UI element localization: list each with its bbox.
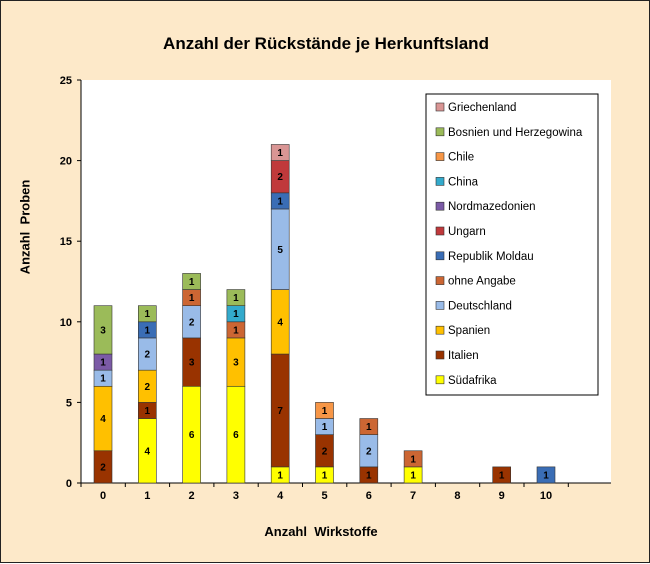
legend-swatch <box>435 127 445 137</box>
bar-segment-label: 1 <box>189 277 195 288</box>
bar-segment <box>182 273 201 290</box>
bar-segment-label: 2 <box>189 317 195 328</box>
x-tick-label: 1 <box>144 490 150 502</box>
bar-segment-label: 1 <box>277 148 283 159</box>
bar-segment-label: 3 <box>233 358 239 369</box>
bar-segment <box>492 466 512 484</box>
bar-segment-label: 1 <box>543 470 549 481</box>
bar-segment-label: 6 <box>233 430 239 441</box>
bar-segment-label: 1 <box>410 470 416 481</box>
legend-swatch <box>435 251 445 261</box>
bar-segment-label: 1 <box>233 293 239 304</box>
bar-segment-label: 1 <box>322 470 328 481</box>
x-tick-label: 0 <box>100 490 106 502</box>
x-tick-label: 7 <box>410 490 416 502</box>
legend-box <box>425 93 599 396</box>
bar-segment-label: 4 <box>100 414 106 425</box>
bar-segment-label: 1 <box>410 454 416 465</box>
legend-swatch <box>435 276 445 285</box>
legend-label: China <box>448 176 479 188</box>
x-tick-label: 4 <box>277 490 284 502</box>
legend-swatch <box>435 325 445 335</box>
bar-segment <box>359 418 379 435</box>
bar-segment-label: 2 <box>277 172 283 183</box>
legend-label: ohne Angabe <box>448 276 516 288</box>
x-tick-label: 3 <box>233 490 239 502</box>
legend-swatch <box>435 375 445 385</box>
bar-segment <box>270 144 290 161</box>
bar-segment-label: 1 <box>499 470 505 481</box>
bar-segment <box>226 289 246 306</box>
x-tick-label: 10 <box>540 490 552 502</box>
bar-segment-label: 4 <box>145 446 151 457</box>
bar-segment-label: 1 <box>100 358 106 369</box>
bar-segment-label: 1 <box>233 309 239 320</box>
bar-segment <box>536 466 556 484</box>
chart-title: Anzahl der Rückstände je Herkunftsland <box>163 34 489 53</box>
legend-swatch <box>435 226 445 236</box>
legend-label: Ungarn <box>448 226 486 238</box>
legend-label: Italien <box>448 350 479 362</box>
bar-segment-label: 1 <box>233 325 239 336</box>
y-tick-label: 20 <box>60 156 72 168</box>
y-tick-label: 5 <box>66 397 72 409</box>
x-tick-label: 9 <box>499 490 505 502</box>
bar-segment-label: 1 <box>277 470 283 481</box>
bar-segment-label: 5 <box>277 245 283 256</box>
bar-segment-label: 1 <box>366 422 372 433</box>
x-axis-label: Anzahl Wirkstoffe <box>264 524 378 539</box>
bar-segment-label: 1 <box>145 309 151 320</box>
bar-segment-label: 2 <box>145 382 151 393</box>
bar-segment-label: 1 <box>189 293 195 304</box>
y-tick-label: 15 <box>60 236 72 248</box>
y-tick-label: 10 <box>60 317 72 329</box>
bar-segment-label: 1 <box>145 325 151 336</box>
legend-label: Nordmazedonien <box>448 201 536 213</box>
y-tick-label: 25 <box>60 75 72 87</box>
bar-segment-label: 2 <box>322 446 328 457</box>
bar-segment-label: 2 <box>145 350 151 361</box>
x-tick-label: 5 <box>321 490 327 502</box>
legend-label: Republik Moldau <box>448 251 534 263</box>
legend-label: Griechenland <box>448 102 516 114</box>
legend-label: Bosnien und Herzegowina <box>448 127 583 139</box>
bar-segment-label: 1 <box>366 470 372 481</box>
bar-segment-label: 7 <box>277 406 283 417</box>
y-tick-label: 0 <box>66 478 72 490</box>
legend-swatch <box>435 102 445 112</box>
bar-segment-label: 1 <box>322 406 328 417</box>
bar-segment-label: 1 <box>145 406 151 417</box>
legend-swatch <box>435 177 445 186</box>
bar-segment <box>403 450 423 468</box>
legend-label: Chile <box>448 152 474 164</box>
bar-segment-label: 1 <box>100 374 106 385</box>
bar-segment-label: 4 <box>277 317 283 328</box>
x-tick-label: 2 <box>189 490 195 502</box>
legend-swatch <box>435 350 445 360</box>
bar-segment-label: 6 <box>189 430 195 441</box>
bar-segment-label: 2 <box>366 446 372 457</box>
x-tick-label: 8 <box>454 490 460 502</box>
bar-segment <box>138 305 157 323</box>
bar-segment-label: 1 <box>322 422 328 433</box>
bar-segment-label: 3 <box>189 358 195 369</box>
legend-label: Südafrika <box>448 375 497 387</box>
legend-swatch <box>435 301 445 310</box>
bar-segment-label: 2 <box>100 462 106 473</box>
legend-swatch <box>435 152 445 161</box>
bar-segment <box>93 305 113 355</box>
bar-segment-label: 1 <box>277 196 283 207</box>
bar-segment <box>315 402 334 419</box>
legend-label: Spanien <box>448 325 490 337</box>
bar-segment-label: 3 <box>100 325 106 336</box>
x-tick-label: 6 <box>366 490 372 502</box>
legend-label: Deutschland <box>448 300 512 312</box>
legend-swatch <box>435 201 445 211</box>
